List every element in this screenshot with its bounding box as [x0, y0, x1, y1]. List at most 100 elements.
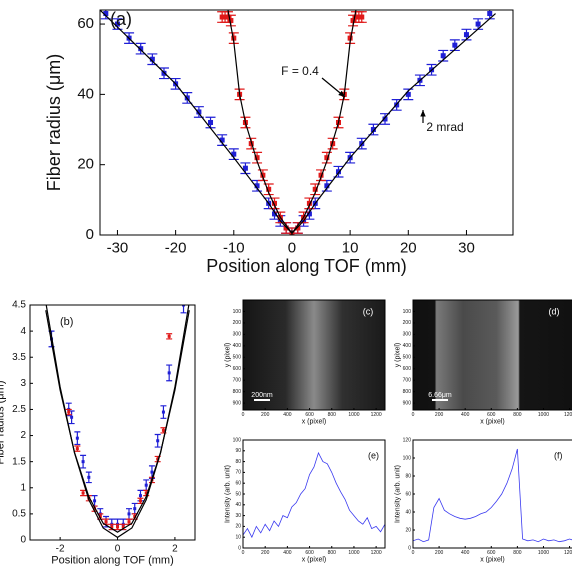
- x-axis-label: x (pixel): [480, 556, 505, 563]
- y-tick-label: 2.5: [12, 404, 26, 415]
- x-tick-label: 1000: [538, 550, 549, 556]
- x-tick-label: 1200: [371, 550, 382, 556]
- y-tick-label: 500: [233, 355, 242, 361]
- y-tick-label: 90: [235, 448, 241, 454]
- axes-frame: [412, 299, 572, 411]
- fit-line: [45, 310, 190, 533]
- marker: [382, 116, 388, 122]
- y-axis-label: y (pixel): [224, 343, 231, 368]
- x-tick-label: 1200: [564, 550, 572, 556]
- marker: [353, 14, 359, 20]
- panel-label: (b): [60, 316, 73, 328]
- marker: [156, 439, 160, 443]
- marker: [81, 460, 85, 464]
- marker: [219, 137, 225, 143]
- marker: [335, 169, 341, 175]
- marker: [370, 127, 376, 133]
- y-tick-label: 200: [233, 320, 242, 326]
- x-tick-label: 1000: [348, 550, 359, 556]
- y-tick-label: 1.5: [12, 456, 26, 467]
- marker: [440, 53, 446, 59]
- y-tick-label: 100: [233, 309, 242, 315]
- marker: [463, 32, 469, 38]
- y-tick-label: 700: [233, 378, 242, 384]
- panel-label: (c): [363, 306, 374, 316]
- y-tick-label: 60: [235, 481, 241, 487]
- x-tick-label: 30: [458, 239, 475, 256]
- x-tick-label: 400: [461, 550, 470, 556]
- marker: [138, 499, 142, 503]
- x-tick-label: 0: [115, 544, 121, 555]
- marker: [266, 186, 272, 192]
- panel-label: (f): [554, 450, 563, 460]
- marker: [182, 305, 186, 307]
- marker: [93, 499, 97, 503]
- y-tick-label: 2: [20, 430, 26, 441]
- marker: [242, 165, 248, 171]
- x-tick-label: 400: [283, 412, 292, 418]
- y-tick-label: 100: [403, 455, 412, 461]
- y-tick-label: 400: [403, 343, 412, 349]
- y-tick-label: 0: [86, 226, 94, 243]
- scale-bar-label: 200nm: [251, 392, 273, 399]
- marker: [231, 35, 237, 41]
- marker: [75, 447, 79, 451]
- y-tick-label: 100: [233, 437, 242, 443]
- y-tick-label: 30: [235, 513, 241, 519]
- marker: [110, 525, 114, 529]
- marker: [87, 475, 91, 479]
- x-tick-label: 600: [305, 550, 314, 556]
- y-tick-label: 20: [405, 527, 411, 533]
- marker: [114, 21, 120, 27]
- marker: [133, 507, 137, 511]
- x-tick-label: 1200: [371, 412, 382, 418]
- y-tick-label: 200: [403, 320, 412, 326]
- x-tick-label: -30: [107, 239, 129, 256]
- marker: [161, 410, 165, 414]
- x-axis-label: Position along TOF (mm): [51, 555, 173, 567]
- x-tick-label: 400: [283, 550, 292, 556]
- axes-frame: [99, 9, 514, 236]
- marker: [475, 21, 481, 27]
- marker: [324, 183, 330, 189]
- y-tick-label: 60: [405, 491, 411, 497]
- intensity-line: [413, 448, 572, 543]
- marker: [272, 211, 278, 217]
- marker: [70, 415, 74, 419]
- marker: [104, 520, 108, 524]
- marker: [121, 525, 125, 529]
- marker: [133, 515, 137, 518]
- y-axis-label: Fiber radius (μm): [0, 381, 6, 465]
- marker: [359, 14, 365, 20]
- marker: [67, 410, 71, 414]
- y-tick-label: 100: [403, 309, 412, 315]
- marker: [219, 14, 225, 20]
- y-tick-label: 700: [403, 378, 412, 384]
- x-tick-label: 800: [513, 412, 522, 418]
- x-tick-label: 200: [261, 550, 270, 556]
- marker: [231, 151, 237, 157]
- marker: [196, 109, 202, 115]
- scale-bar: [254, 399, 270, 401]
- x-tick-label: 1000: [538, 412, 549, 418]
- panel-label: (e): [368, 450, 379, 460]
- marker: [405, 91, 411, 97]
- intensity-line: [243, 451, 385, 539]
- y-tick-label: 10: [235, 535, 241, 541]
- marker: [144, 491, 148, 495]
- x-tick-label: 0: [412, 412, 415, 418]
- image: [243, 300, 385, 410]
- y-tick-label: 3.5: [12, 352, 26, 363]
- marker: [208, 120, 214, 125]
- y-tick-label: 400: [233, 343, 242, 349]
- marker: [347, 35, 353, 41]
- x-tick-label: 600: [487, 412, 496, 418]
- marker: [260, 172, 266, 178]
- marker: [324, 155, 330, 161]
- marker: [103, 11, 109, 17]
- marker: [116, 525, 120, 529]
- y-tick-label: 600: [233, 366, 242, 372]
- x-tick-label: 1200: [564, 412, 572, 418]
- y-tick-label: 4.5: [12, 300, 26, 311]
